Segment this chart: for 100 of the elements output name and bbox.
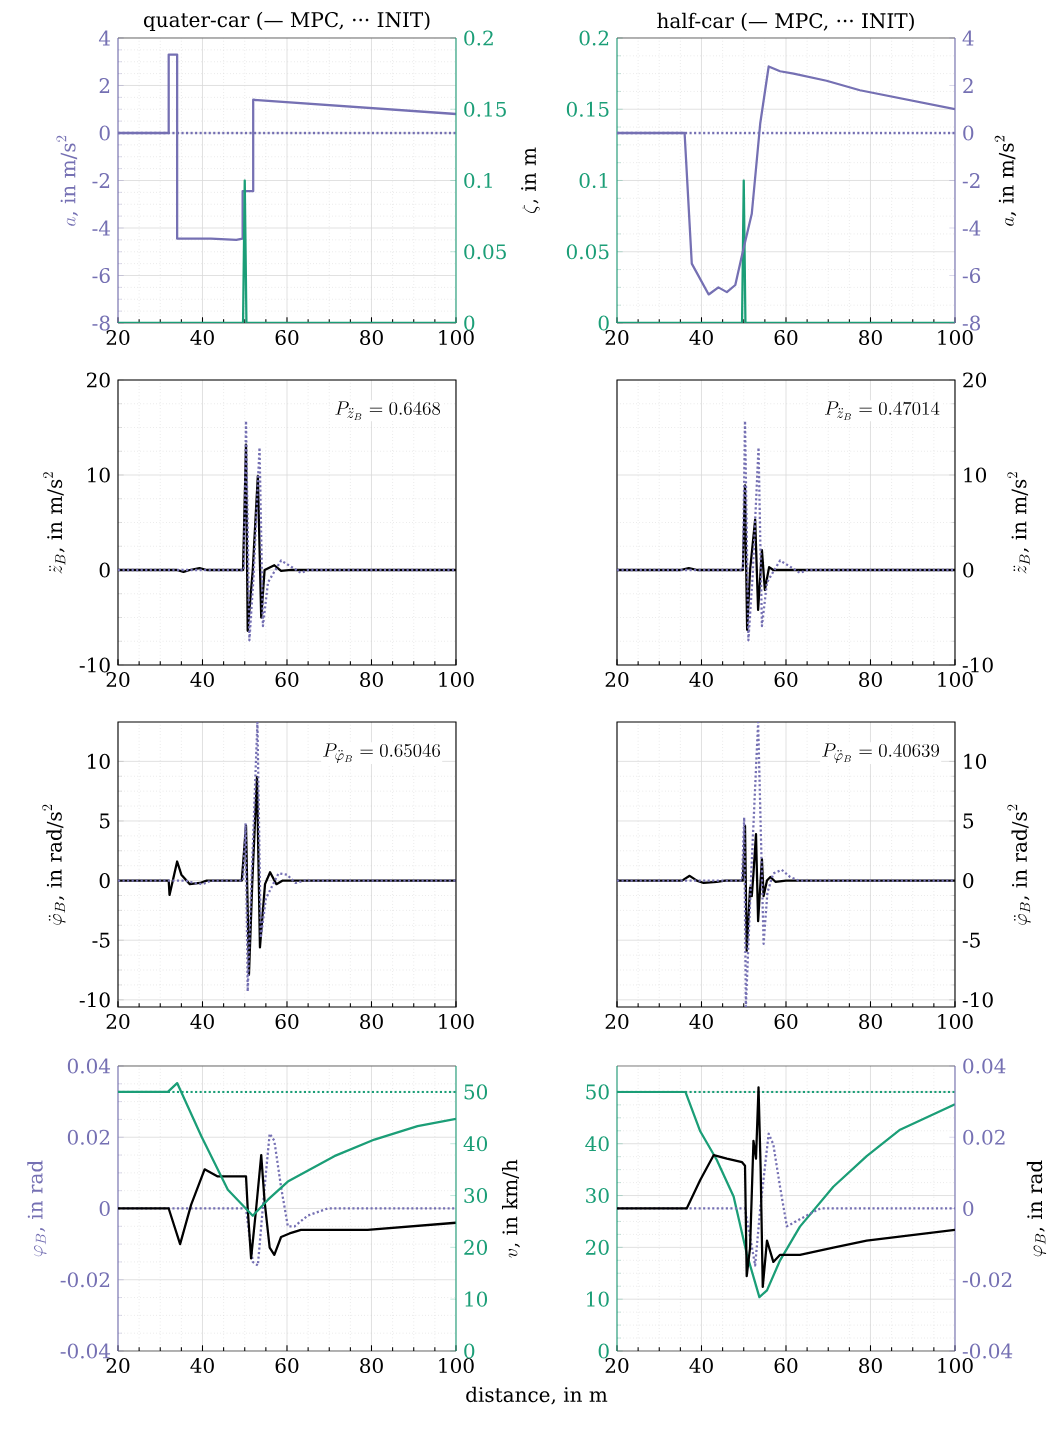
y2-tick-label: 0 <box>464 315 475 331</box>
y2-tick-label: -10 <box>962 657 993 673</box>
annotation: $P_{\ddot{\varphi}_B} = 0.65046$ <box>323 743 441 763</box>
x-tick-label: 80 <box>859 1013 882 1030</box>
y-tick-label: 10 <box>88 753 110 769</box>
y2-axis-title: $\ddot{z}_B\text{, in m/s}^2$ <box>1007 472 1030 574</box>
x-tick-label: 80 <box>859 1357 882 1374</box>
y-tick-label: 30 <box>586 1187 609 1204</box>
y2-tick-label: 10 <box>465 1291 488 1307</box>
y2-tick-label: 0.2 <box>464 30 493 46</box>
y2-tick-label: -5 <box>962 932 980 948</box>
x-tick-label: 100 <box>938 1013 973 1030</box>
y2-axis-title: $a\text{, in m/s}^2$ <box>994 135 1017 226</box>
x-tick-label: 40 <box>689 1357 713 1374</box>
line-series <box>118 722 456 993</box>
y-tick-label: 20 <box>86 372 110 388</box>
y2-tick-label: 0.15 <box>464 101 506 117</box>
y-tick-label: -2 <box>92 173 110 188</box>
y-tick-label: -4 <box>92 220 111 236</box>
y2-tick-label: 0 <box>963 1200 974 1217</box>
y2-tick-label: 0 <box>963 873 974 889</box>
y-tick-label: 0.15 <box>566 101 609 117</box>
y-tick-label: -6 <box>92 267 110 284</box>
y2-axis-title: $\zeta\text{, in m}$ <box>521 147 540 214</box>
y-axis-title: $a\text{, in m/s}^2$ <box>56 135 78 226</box>
x-tick-label: 100 <box>439 329 474 346</box>
chart-title: quater-car (— MPC, ··· INIT) <box>143 11 430 32</box>
x-tick-label: 80 <box>360 671 383 688</box>
x-tick-label: 60 <box>774 671 798 688</box>
line-series <box>118 419 456 642</box>
y2-tick-label: 2 <box>963 78 973 93</box>
y2-tick-label: 4 <box>962 30 974 46</box>
y2-tick-label: 5 <box>963 813 974 829</box>
y2-axis-title: $\varphi_B\text{, in rad}$ <box>1026 1160 1047 1257</box>
y-axis-title: $\ddot{z}_B\text{, in m/s}^2$ <box>43 472 66 574</box>
y-tick-label: 50 <box>586 1084 609 1100</box>
x-tick-label: 40 <box>190 329 214 346</box>
y2-tick-label: 20 <box>963 372 987 388</box>
x-tick-label: 40 <box>689 671 713 688</box>
y-tick-label: -0.04 <box>60 1343 111 1359</box>
x-tick-label: 60 <box>275 1013 299 1030</box>
y2-tick-label: 20 <box>464 1239 488 1255</box>
y-tick-label: 0.04 <box>67 1058 111 1074</box>
y2-tick-label: 0.1 <box>464 172 492 189</box>
y2-tick-label: 50 <box>464 1084 488 1100</box>
y-tick-label: 20 <box>585 1239 609 1255</box>
y-tick-label: -10 <box>79 992 110 1008</box>
y-tick-label: -10 <box>79 657 110 673</box>
y2-axis-title: $\ddot{\varphi}_B\text{, in rad/s}^2$ <box>1007 804 1031 925</box>
x-axis-title: distance, in m <box>466 1386 608 1405</box>
x-tick-label: 60 <box>774 329 798 346</box>
y-tick-label: -5 <box>92 932 110 948</box>
y-tick-label: 0.2 <box>579 30 609 46</box>
y2-tick-label: -8 <box>962 315 981 331</box>
line-series <box>617 419 955 642</box>
y-tick-label: 0.1 <box>579 172 608 189</box>
x-tick-label: 80 <box>360 1357 383 1374</box>
y2-tick-label: -0.04 <box>962 1343 1013 1359</box>
x-tick-label: 100 <box>439 1013 474 1030</box>
y2-axis-title: $v\text{, in km/h}$ <box>501 1159 520 1258</box>
y-tick-label: 0 <box>99 873 110 889</box>
y-tick-label: 0 <box>99 125 110 141</box>
y-tick-label: -8 <box>92 315 110 331</box>
y2-tick-label: -4 <box>962 220 981 236</box>
y2-tick-label: 0.05 <box>464 244 506 260</box>
y2-tick-label: 10 <box>964 467 987 483</box>
x-tick-label: 60 <box>275 1357 299 1374</box>
x-tick-label: 60 <box>275 329 299 346</box>
y-tick-label: 10 <box>587 1291 609 1307</box>
y2-tick-label: 0.04 <box>963 1058 1006 1074</box>
line-series <box>617 722 955 1007</box>
x-tick-label: 80 <box>859 329 882 346</box>
y2-tick-label: -10 <box>962 992 993 1008</box>
x-tick-label: 40 <box>190 1013 214 1030</box>
x-tick-label: 60 <box>275 671 299 688</box>
y-tick-label: 4 <box>98 30 111 46</box>
y-tick-label: 5 <box>100 813 110 829</box>
y2-tick-label: 0.02 <box>963 1129 1005 1145</box>
x-tick-label: 40 <box>190 1357 214 1374</box>
y-tick-label: 0 <box>598 315 609 331</box>
y-tick-label: 0 <box>99 1200 110 1217</box>
y-tick-label: 0 <box>598 1343 609 1359</box>
x-tick-label: 80 <box>360 329 383 346</box>
x-tick-label: 100 <box>938 671 973 688</box>
y2-tick-label: 30 <box>464 1187 488 1204</box>
y2-tick-label: 0 <box>464 1343 475 1359</box>
y-tick-label: 0.05 <box>566 244 609 260</box>
y-tick-label: 40 <box>585 1136 609 1152</box>
annotation: $P_{\ddot{z}_B} = 0.6468$ <box>335 401 441 420</box>
y-tick-label: 0 <box>99 562 110 578</box>
x-tick-label: 40 <box>689 1013 713 1030</box>
y2-tick-label: 0 <box>963 562 974 578</box>
y2-tick-label: -2 <box>962 173 980 188</box>
y-tick-label: -0.02 <box>60 1272 110 1288</box>
y2-tick-label: -6 <box>962 267 981 284</box>
x-tick-label: 40 <box>190 671 214 688</box>
y-tick-label: 10 <box>88 467 110 483</box>
y-axis-title: $\varphi_B\text{, in rad}$ <box>27 1160 47 1257</box>
x-tick-label: 80 <box>859 671 882 688</box>
x-tick-label: 80 <box>360 1013 383 1030</box>
